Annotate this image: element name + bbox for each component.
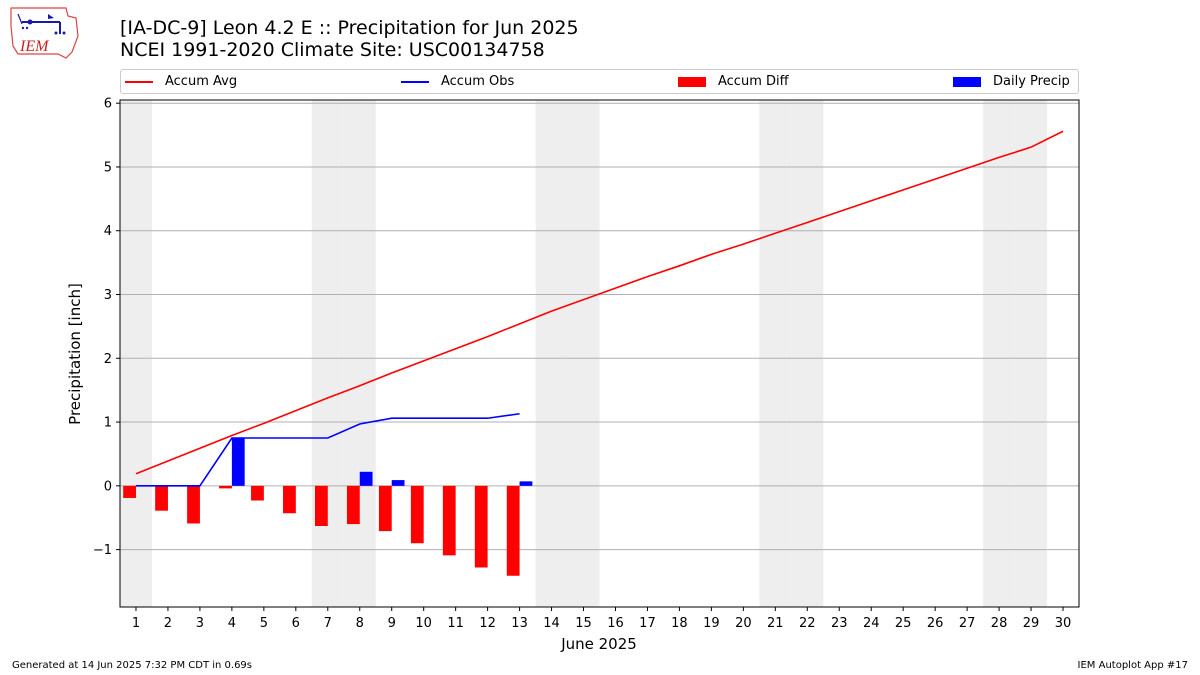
lines	[135, 130, 1064, 487]
gridlines	[120, 102, 1079, 551]
weekend-band-1	[120, 100, 152, 607]
legend-swatch-accum-avg	[125, 80, 153, 83]
legend-swatch-accum-diff	[678, 76, 706, 87]
x-tick-label-30: 30	[1055, 616, 1072, 631]
x-tick-label-21: 21	[767, 616, 784, 631]
line-accum-obs	[135, 412, 520, 487]
x-tick-label-20: 20	[735, 616, 752, 631]
iem-logo: IEM	[10, 7, 79, 59]
bar-daily-precip-9	[391, 480, 405, 486]
x-tick-label-28: 28	[991, 616, 1008, 631]
x-tick-label-5: 5	[260, 616, 268, 631]
x-tick-label-23: 23	[831, 616, 848, 631]
footer-generated: Generated at 14 Jun 2025 7:32 PM CDT in …	[12, 660, 253, 671]
y-tick-label-6: 5	[104, 160, 112, 175]
x-tick-label-14: 14	[543, 616, 560, 631]
x-tick-label-9: 9	[388, 616, 396, 631]
weekend-band-14	[535, 100, 568, 607]
y-tick-label-7: 6	[104, 97, 112, 112]
x-tick-label-17: 17	[639, 616, 656, 631]
x-tick-label-11: 11	[447, 616, 464, 631]
x-tick-label-18: 18	[671, 616, 688, 631]
weekend-band-29	[1015, 100, 1048, 607]
x-tick-label-16: 16	[607, 616, 624, 631]
bar-accum-diff-4	[219, 485, 232, 489]
y-tick-label-3: 2	[104, 352, 112, 367]
x-tick-label-12: 12	[479, 616, 496, 631]
y-axis-label: Precipitation [inch]	[66, 283, 84, 425]
bar-daily-precip-13	[519, 481, 533, 486]
chart-subtitle: NCEI 1991-2020 Climate Site: USC00134758	[120, 39, 545, 61]
legend-label-accum-obs: Accum Obs	[441, 74, 515, 89]
legend-label-daily-precip: Daily Precip	[993, 74, 1070, 89]
line-accum-avg	[135, 130, 1064, 475]
bar-accum-diff-6	[283, 485, 296, 514]
x-tick-label-22: 22	[799, 616, 816, 631]
x-tick-label-8: 8	[356, 616, 364, 631]
legend-accum-obs: Accum Obs	[401, 73, 514, 91]
weekend-band-21	[759, 100, 792, 607]
bar-accum-diff-2	[155, 485, 168, 511]
y-tick-label-0: −1	[93, 543, 112, 558]
x-tick-label-3: 3	[196, 616, 204, 631]
weekend-band-15	[567, 100, 600, 607]
legend: Accum Avg Accum Obs Accum Diff Daily Pre…	[120, 69, 1079, 94]
legend-label-accum-avg: Accum Avg	[165, 74, 238, 89]
bar-accum-diff-13	[506, 485, 520, 576]
x-tick-label-10: 10	[415, 616, 432, 631]
footer-app: IEM Autoplot App #17	[1077, 660, 1188, 671]
weekend-shading	[120, 100, 1048, 607]
bar-accum-diff-3	[187, 485, 200, 524]
bar-accum-diff-7	[314, 485, 328, 527]
x-tick-label-24: 24	[863, 616, 880, 631]
bar-accum-diff-5	[251, 485, 264, 501]
bar-daily-precip-4	[231, 438, 245, 486]
legend-daily-precip: Daily Precip	[953, 73, 1070, 91]
x-tick-label-7: 7	[324, 616, 332, 631]
weekend-band-22	[791, 100, 824, 607]
y-tick-label-4: 3	[104, 288, 112, 303]
y-tick-label-5: 4	[104, 224, 112, 239]
x-tick-label-27: 27	[959, 616, 976, 631]
x-tick-label-29: 29	[1023, 616, 1040, 631]
legend-accum-diff: Accum Diff	[678, 73, 789, 91]
bar-accum-diff-12	[474, 485, 488, 568]
weekend-band-28	[983, 100, 1016, 607]
x-tick-label-4: 4	[228, 616, 236, 631]
bar-accum-diff-9	[378, 485, 392, 532]
x-tick-label-6: 6	[292, 616, 300, 631]
chart-title: [IA-DC-9] Leon 4.2 E :: Precipitation fo…	[120, 17, 579, 39]
x-tick-label-26: 26	[927, 616, 944, 631]
legend-swatch-daily-precip	[953, 76, 981, 87]
y-tick-label-2: 1	[104, 416, 112, 431]
legend-accum-avg: Accum Avg	[125, 73, 237, 91]
weekend-band-7	[311, 100, 344, 607]
bar-accum-diff-11	[442, 485, 456, 556]
plot-frame	[119, 99, 1080, 608]
legend-label-accum-diff: Accum Diff	[718, 74, 789, 89]
x-tick-label-1: 1	[132, 616, 140, 631]
bar-accum-diff-1	[123, 485, 136, 498]
x-tick-label-19: 19	[703, 616, 720, 631]
bar-accum-diff-10	[410, 485, 424, 544]
legend-swatch-accum-obs	[401, 80, 429, 83]
y-tick-label-1: 0	[104, 479, 112, 494]
logo-text: IEM	[19, 38, 50, 55]
bars	[123, 438, 533, 576]
x-axis-label: June 2025	[560, 635, 637, 653]
bar-accum-diff-8	[346, 485, 360, 525]
x-tick-label-2: 2	[164, 616, 172, 631]
x-tick-label-13: 13	[511, 616, 528, 631]
weekend-band-8	[343, 100, 376, 607]
x-tick-label-25: 25	[895, 616, 912, 631]
x-tick-label-15: 15	[575, 616, 592, 631]
bar-daily-precip-8	[359, 471, 373, 486]
